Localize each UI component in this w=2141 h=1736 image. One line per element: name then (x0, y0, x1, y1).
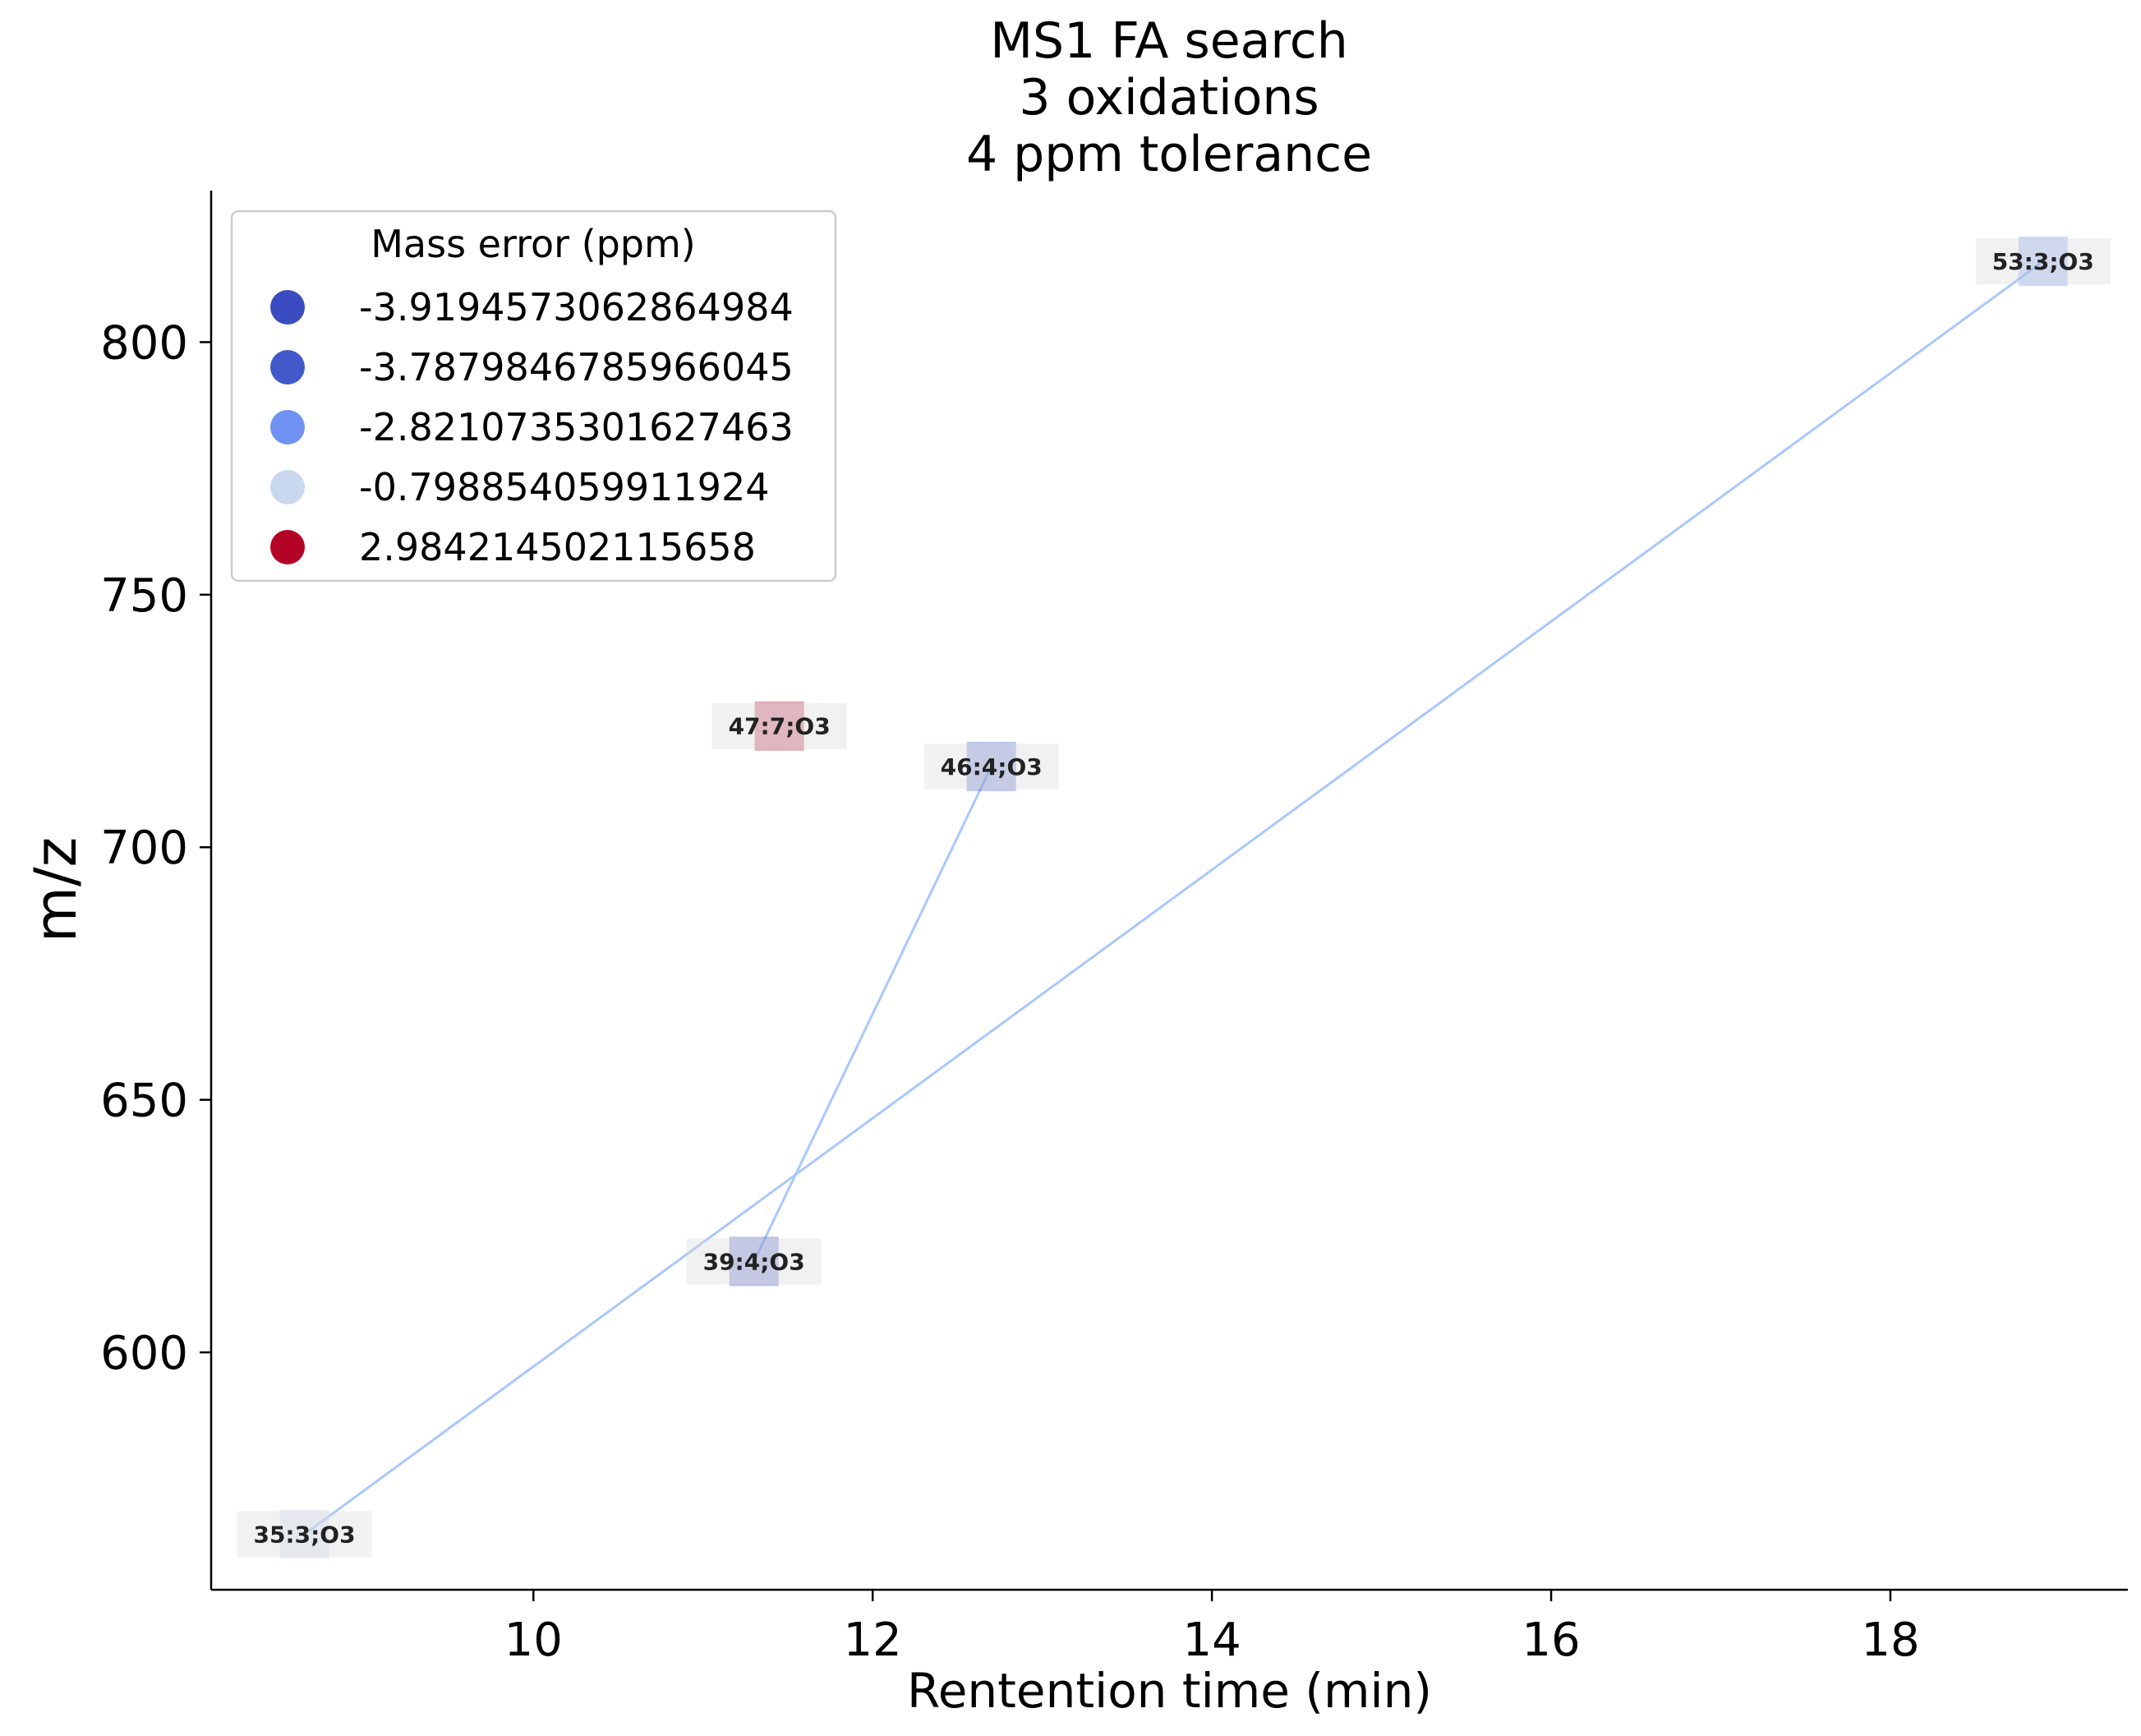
legend-label: -3.7879846785966045 (359, 345, 794, 389)
legend-label: -3.9194573062864984 (359, 285, 794, 329)
x-tick-label: 10 (504, 1614, 563, 1667)
point-label-box (1975, 238, 2111, 285)
legend-item: -3.7879846785966045 (270, 345, 794, 389)
y-tick-label: 800 (100, 316, 188, 370)
x-tick-label: 14 (1182, 1614, 1241, 1667)
legend-marker (270, 530, 305, 564)
point-label: 39:4;O3 (703, 1248, 805, 1275)
y-tick-label: 600 (100, 1327, 188, 1380)
point-label-box (237, 1511, 372, 1558)
x-tick-label: 16 (1522, 1614, 1580, 1667)
point-label: 53:3;O3 (1992, 248, 2094, 275)
data-point: 46:4;O3 (923, 741, 1059, 791)
legend-marker (270, 470, 305, 504)
y-tick-label: 750 (100, 569, 188, 623)
point-marker (2018, 237, 2068, 287)
axes: 10 12 14 16 18 600 650 700 750 800 (100, 191, 2128, 1667)
x-tick-label: 12 (844, 1614, 902, 1667)
legend-marker (270, 410, 305, 444)
legend-item: -0.798854059911924 (270, 465, 770, 509)
legend-item: 2.984214502115658 (270, 525, 756, 569)
data-point: 53:3;O3 (1975, 237, 2111, 287)
data-point: 35:3;O3 (237, 1509, 372, 1559)
data-point: 47:7;O3 (711, 701, 847, 751)
legend-marker (270, 290, 305, 325)
connection-lines (303, 260, 2044, 1536)
point-marker (279, 1509, 329, 1559)
point-label-box (686, 1238, 822, 1285)
y-tick-label: 650 (100, 1075, 188, 1128)
connection-line (753, 766, 993, 1263)
legend-title: Mass error (ppm) (371, 222, 696, 266)
point-label-box (923, 743, 1059, 790)
legend-marker (270, 350, 305, 384)
data-point: 39:4;O3 (686, 1236, 822, 1287)
legend-frame (230, 210, 837, 583)
legend: Mass error (ppm) -3.9194573062864984 -3.78… (230, 210, 837, 583)
point-marker (729, 1236, 779, 1287)
point-label: 35:3;O3 (253, 1521, 355, 1548)
point-label-box (711, 702, 847, 749)
connection-line (303, 260, 2044, 1536)
legend-label: 2.984214502115658 (359, 525, 756, 569)
x-tick-label: 18 (1861, 1614, 1919, 1667)
point-marker (754, 701, 804, 751)
legend-label: -0.798854059911924 (359, 465, 770, 509)
point-label: 46:4;O3 (941, 753, 1043, 781)
chart-title-line: 3 oxidations (1019, 69, 1319, 127)
chart-title-line: MS1 FA search (990, 12, 1348, 70)
legend-item: -3.9194573062864984 (270, 285, 794, 329)
legend-item: -2.8210735301627463 (270, 405, 794, 449)
y-axis-label: m/z (22, 837, 90, 943)
x-axis-label: Rentention time (min) (907, 1663, 1432, 1719)
legend-label: -2.8210735301627463 (359, 405, 794, 449)
point-label: 47:7;O3 (729, 713, 831, 740)
chart-title-line: 4 ppm tolerance (966, 126, 1372, 183)
y-tick-label: 700 (100, 822, 188, 875)
point-marker (966, 741, 1016, 791)
data-points: 35:3;O3 39:4;O3 47:7;O3 46:4;O3 53:3;O3 (237, 237, 2111, 1559)
